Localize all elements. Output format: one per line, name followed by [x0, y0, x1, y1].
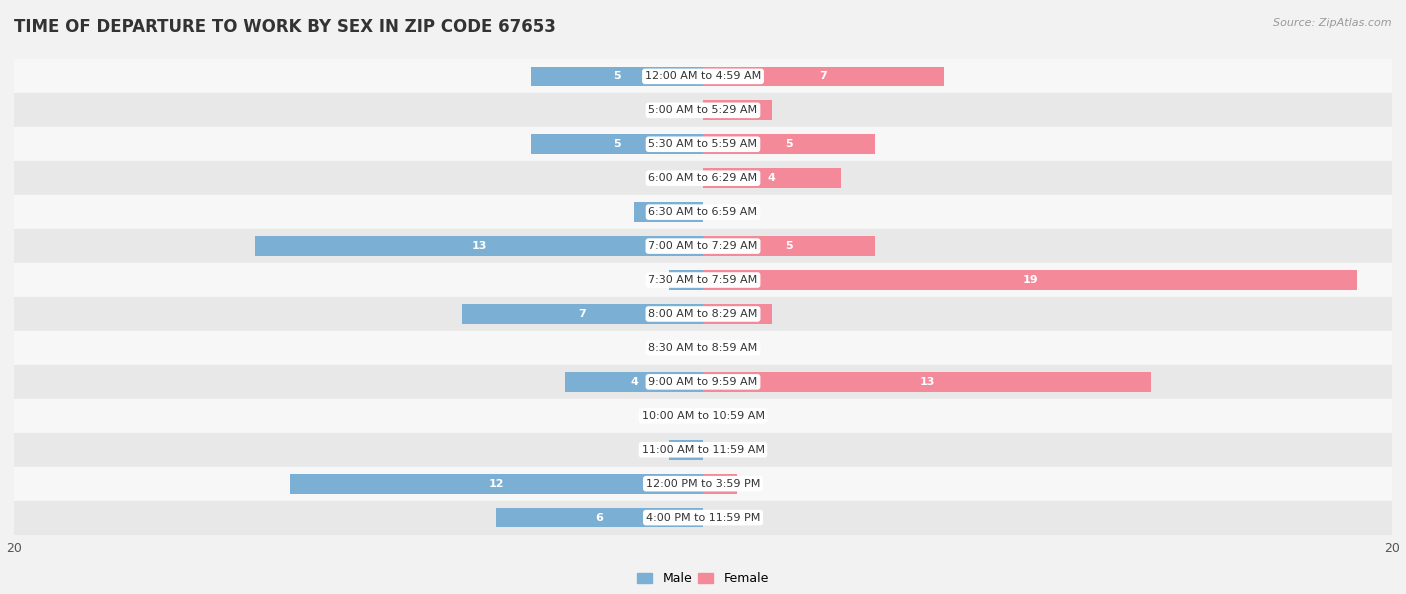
Text: 0: 0 — [682, 173, 689, 183]
Text: 6: 6 — [596, 513, 603, 523]
Bar — [256, 236, 703, 256]
Bar — [14, 433, 1392, 467]
Text: 0: 0 — [682, 411, 689, 421]
Text: 5:00 AM to 5:29 AM: 5:00 AM to 5:29 AM — [648, 105, 758, 115]
Bar — [14, 467, 1392, 501]
Bar — [14, 501, 1392, 535]
Text: 1: 1 — [717, 479, 724, 489]
Text: 2: 2 — [717, 309, 724, 319]
Bar — [14, 263, 1392, 297]
Text: 0: 0 — [682, 343, 689, 353]
Bar — [703, 100, 772, 120]
Text: 12: 12 — [488, 479, 505, 489]
Bar — [14, 127, 1392, 161]
Text: 9:00 AM to 9:59 AM: 9:00 AM to 9:59 AM — [648, 377, 758, 387]
Bar — [531, 67, 703, 86]
Text: 4: 4 — [630, 377, 638, 387]
Bar — [14, 93, 1392, 127]
Bar — [14, 365, 1392, 399]
Bar — [14, 297, 1392, 331]
Bar — [14, 331, 1392, 365]
Text: 12:00 PM to 3:59 PM: 12:00 PM to 3:59 PM — [645, 479, 761, 489]
Text: 7:00 AM to 7:29 AM: 7:00 AM to 7:29 AM — [648, 241, 758, 251]
Text: 2: 2 — [682, 207, 689, 217]
Bar — [565, 372, 703, 391]
Text: 2: 2 — [717, 105, 724, 115]
Text: 0: 0 — [717, 445, 724, 455]
Text: 0: 0 — [717, 411, 724, 421]
Bar — [290, 474, 703, 494]
Bar — [703, 236, 875, 256]
Bar — [703, 474, 738, 494]
Bar — [703, 134, 875, 154]
Text: 0: 0 — [717, 513, 724, 523]
Bar — [703, 168, 841, 188]
Text: 8:00 AM to 8:29 AM: 8:00 AM to 8:29 AM — [648, 309, 758, 319]
Text: TIME OF DEPARTURE TO WORK BY SEX IN ZIP CODE 67653: TIME OF DEPARTURE TO WORK BY SEX IN ZIP … — [14, 18, 555, 36]
Text: 1: 1 — [682, 275, 689, 285]
Text: 8:30 AM to 8:59 AM: 8:30 AM to 8:59 AM — [648, 343, 758, 353]
Text: 1: 1 — [682, 445, 689, 455]
Text: 5: 5 — [613, 71, 620, 81]
Bar — [669, 270, 703, 290]
Bar — [703, 372, 1152, 391]
Bar — [703, 67, 945, 86]
Bar — [703, 270, 1358, 290]
Text: 7: 7 — [578, 309, 586, 319]
Bar — [461, 304, 703, 324]
Text: 19: 19 — [1022, 275, 1038, 285]
Bar — [14, 59, 1392, 93]
Text: 4:00 PM to 11:59 PM: 4:00 PM to 11:59 PM — [645, 513, 761, 523]
Bar — [703, 304, 772, 324]
Text: 5: 5 — [786, 241, 793, 251]
Text: 5: 5 — [786, 139, 793, 149]
Text: 13: 13 — [471, 241, 486, 251]
Bar — [634, 203, 703, 222]
Text: 4: 4 — [768, 173, 776, 183]
Text: 0: 0 — [682, 105, 689, 115]
Bar — [14, 161, 1392, 195]
Legend: Male, Female: Male, Female — [633, 567, 773, 590]
Text: 6:00 AM to 6:29 AM: 6:00 AM to 6:29 AM — [648, 173, 758, 183]
Text: 7: 7 — [820, 71, 828, 81]
Bar — [531, 134, 703, 154]
Text: 0: 0 — [717, 343, 724, 353]
Text: 10:00 AM to 10:59 AM: 10:00 AM to 10:59 AM — [641, 411, 765, 421]
Text: 11:00 AM to 11:59 AM: 11:00 AM to 11:59 AM — [641, 445, 765, 455]
Bar — [14, 195, 1392, 229]
Bar — [14, 399, 1392, 433]
Text: 6:30 AM to 6:59 AM: 6:30 AM to 6:59 AM — [648, 207, 758, 217]
Text: 5: 5 — [613, 139, 620, 149]
Bar — [496, 508, 703, 527]
Bar — [669, 440, 703, 460]
Text: Source: ZipAtlas.com: Source: ZipAtlas.com — [1274, 18, 1392, 28]
Text: 5:30 AM to 5:59 AM: 5:30 AM to 5:59 AM — [648, 139, 758, 149]
Text: 7:30 AM to 7:59 AM: 7:30 AM to 7:59 AM — [648, 275, 758, 285]
Text: 0: 0 — [717, 207, 724, 217]
Text: 13: 13 — [920, 377, 935, 387]
Bar — [14, 229, 1392, 263]
Text: 12:00 AM to 4:59 AM: 12:00 AM to 4:59 AM — [645, 71, 761, 81]
